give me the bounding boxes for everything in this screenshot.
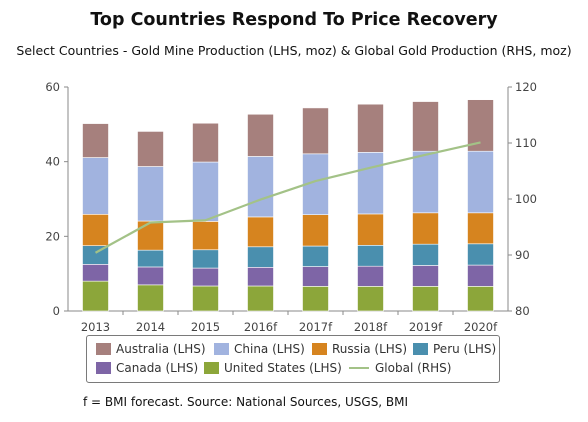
bar-segment-united-states bbox=[137, 284, 164, 312]
legend-item-peru: Peru (LHS) bbox=[413, 342, 496, 356]
legend-label-united-states: United States (LHS) bbox=[224, 361, 342, 375]
x-tick-label: 2020f bbox=[464, 320, 498, 334]
bar-segment-russia bbox=[247, 216, 274, 248]
y-left-tick-label: 40 bbox=[45, 155, 60, 169]
bar-segment-china bbox=[467, 150, 494, 214]
bar-segment-russia bbox=[412, 212, 439, 245]
y-right-tick-label: 100 bbox=[515, 192, 537, 206]
chart-subtitle: Select Countries - Gold Mine Production … bbox=[16, 43, 572, 58]
bar-segment-canada bbox=[412, 265, 439, 287]
y-right-tick-label: 90 bbox=[515, 248, 530, 262]
bar-segment-russia bbox=[302, 214, 329, 247]
legend-swatch-canada bbox=[96, 362, 111, 374]
bar-segment-australia bbox=[412, 101, 439, 152]
bar-segment-canada bbox=[247, 267, 274, 287]
bar-segment-australia bbox=[357, 103, 384, 153]
bar-segment-russia bbox=[82, 214, 109, 246]
bar-segment-peru bbox=[247, 246, 274, 268]
legend-line-global bbox=[349, 367, 369, 369]
bar-segment-russia bbox=[137, 220, 164, 251]
bar-segment-china bbox=[357, 152, 384, 215]
bar-segment-china bbox=[137, 166, 164, 222]
legend-item-russia: Russia (LHS) bbox=[312, 342, 407, 356]
bar-segment-canada bbox=[137, 266, 164, 286]
legend-label-peru: Peru (LHS) bbox=[433, 342, 497, 356]
x-tick-label: 2013 bbox=[81, 320, 110, 334]
chart-legend: Australia (LHS) China (LHS) Russia (LHS)… bbox=[86, 335, 500, 383]
bar-segment-canada bbox=[302, 266, 329, 287]
bar-segment-peru bbox=[357, 244, 384, 267]
y-left-tick-label: 20 bbox=[45, 229, 60, 243]
y-right-tick-label: 110 bbox=[515, 136, 537, 150]
legend-item-china: China (LHS) bbox=[214, 342, 305, 356]
legend-item-canada: Canada (LHS) bbox=[96, 361, 198, 375]
bar-segment-china bbox=[82, 157, 109, 215]
bar-segment-peru bbox=[192, 249, 219, 269]
bar-segment-australia bbox=[82, 123, 109, 158]
bar-segment-united-states bbox=[357, 286, 384, 312]
bar-segment-peru bbox=[137, 249, 164, 268]
bar-segment-australia bbox=[137, 131, 164, 167]
legend-label-russia: Russia (LHS) bbox=[332, 342, 408, 356]
legend-swatch-united-states bbox=[204, 362, 219, 374]
bar-segment-united-states bbox=[412, 286, 439, 312]
bar-segment-russia bbox=[467, 212, 494, 245]
legend-item-global: Global (RHS) bbox=[349, 361, 451, 375]
bar-segment-united-states bbox=[82, 280, 109, 312]
bar-segment-china bbox=[192, 161, 219, 222]
bar-segment-china bbox=[412, 150, 439, 214]
legend-label-australia: Australia (LHS) bbox=[116, 342, 206, 356]
x-tick-label: 2019f bbox=[409, 320, 443, 334]
legend-item-united-states: United States (LHS) bbox=[204, 361, 342, 375]
bar-segment-australia bbox=[192, 122, 219, 163]
bar-segment-canada bbox=[82, 264, 109, 282]
y-right-tick-label: 80 bbox=[515, 304, 530, 318]
legend-swatch-russia bbox=[312, 343, 327, 355]
x-tick-label: 2018f bbox=[354, 320, 388, 334]
x-tick-label: 2014 bbox=[136, 320, 165, 334]
legend-swatch-china bbox=[214, 343, 229, 355]
x-tick-label: 2016f bbox=[244, 320, 278, 334]
bar-segment-canada bbox=[467, 264, 494, 287]
bar-segment-peru bbox=[302, 245, 329, 267]
legend-label-global: Global (RHS) bbox=[375, 361, 452, 375]
bar-segment-australia bbox=[247, 113, 274, 157]
legend-swatch-australia bbox=[96, 343, 111, 355]
bar-segment-australia bbox=[302, 107, 329, 155]
global-production-line bbox=[94, 141, 481, 254]
y-right-tick-label: 120 bbox=[515, 80, 537, 94]
chart-footnote: f = BMI forecast. Source: National Sourc… bbox=[83, 395, 409, 409]
legend-swatch-peru bbox=[413, 343, 428, 355]
bar-segment-peru bbox=[467, 243, 494, 266]
bar-segment-canada bbox=[192, 267, 219, 287]
y-left-tick-label: 0 bbox=[53, 304, 60, 318]
bar-segment-russia bbox=[357, 213, 384, 246]
y-left-tick-label: 60 bbox=[45, 80, 60, 94]
x-tick-label: 2015 bbox=[191, 320, 220, 334]
legend-label-china: China (LHS) bbox=[234, 342, 305, 356]
legend-label-canada: Canada (LHS) bbox=[116, 361, 199, 375]
bar-segment-united-states bbox=[302, 286, 329, 312]
plot-area bbox=[68, 87, 508, 311]
bar-segment-russia bbox=[192, 221, 219, 251]
legend-item-australia: Australia (LHS) bbox=[96, 342, 206, 356]
bar-segment-united-states bbox=[247, 285, 274, 312]
x-tick-label: 2017f bbox=[299, 320, 333, 334]
bar-segment-united-states bbox=[467, 286, 494, 312]
chart-title: Top Countries Respond To Price Recovery bbox=[90, 10, 498, 30]
bar-segment-peru bbox=[412, 243, 439, 266]
bar-segment-united-states bbox=[192, 285, 219, 312]
bar-segment-canada bbox=[357, 265, 384, 287]
bar-segment-china bbox=[247, 156, 274, 218]
